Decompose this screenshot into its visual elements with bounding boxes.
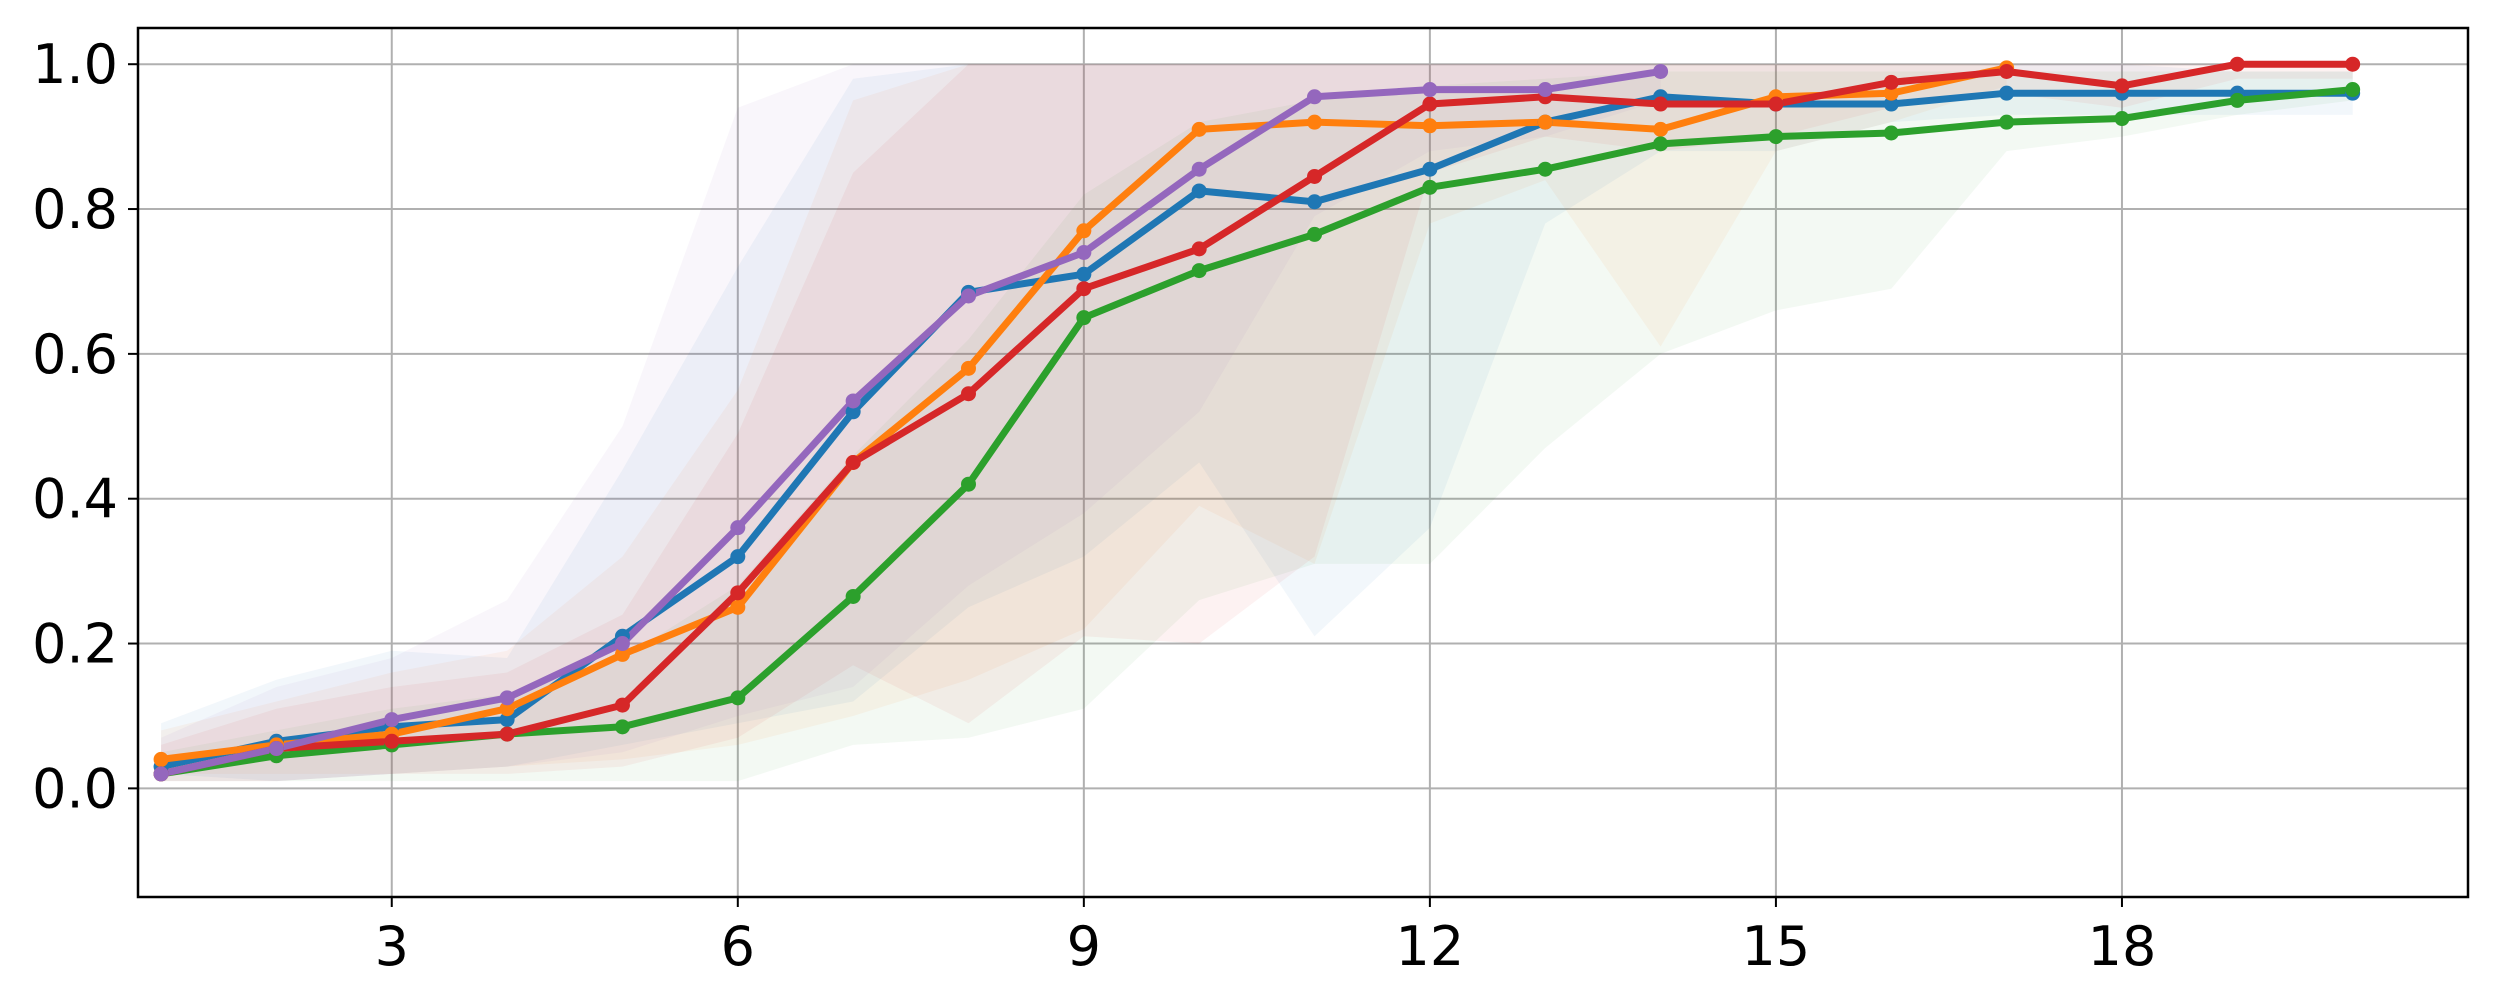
x-tick-label: 12 xyxy=(1396,915,1465,978)
series-5-point xyxy=(730,520,746,536)
series-3-band xyxy=(161,71,2353,782)
x-axis-ticks: 3 6 9 12 15 18 xyxy=(375,897,2157,978)
y-tick-label: 0.2 xyxy=(32,613,118,676)
series-3-point xyxy=(1422,179,1438,195)
x-tick-label: 3 xyxy=(375,915,409,978)
series-2-point xyxy=(1653,121,1669,137)
series-2-band xyxy=(161,64,2007,774)
series-4-point xyxy=(845,455,861,470)
series-2-point xyxy=(1537,114,1553,130)
series-5-point xyxy=(384,712,400,728)
series-5-line xyxy=(157,68,1665,778)
series-4-point xyxy=(1768,96,1784,112)
series-4-point xyxy=(2229,56,2245,72)
series-3-point xyxy=(1653,136,1669,152)
series-5-point xyxy=(268,741,284,757)
series-5-point xyxy=(845,393,861,409)
series-2-point xyxy=(960,360,976,376)
series-2-point xyxy=(153,751,169,767)
series-markers xyxy=(153,56,2361,782)
series-3-point xyxy=(1076,310,1092,326)
series-1-point xyxy=(845,404,861,420)
y-tick-label: 0.0 xyxy=(32,757,118,820)
series-4-band xyxy=(161,64,2353,782)
series-4-point xyxy=(1307,168,1323,184)
series-3-point xyxy=(614,719,630,735)
series-3-point xyxy=(2114,111,2130,127)
series-5-point xyxy=(1307,89,1323,105)
series-2-point xyxy=(1422,118,1438,134)
series-4-point xyxy=(499,726,515,742)
series-4-point xyxy=(960,386,976,402)
series-2-point xyxy=(1076,223,1092,239)
series-4-point xyxy=(2345,56,2361,72)
series-1-point xyxy=(1422,161,1438,177)
series-1-point xyxy=(499,712,515,728)
series-5-point xyxy=(960,288,976,304)
series-3-point xyxy=(730,690,746,706)
series-5-point xyxy=(1422,82,1438,98)
series-4-point xyxy=(384,733,400,749)
x-tick-label: 18 xyxy=(2088,915,2157,978)
x-tick-label: 9 xyxy=(1067,915,1101,978)
series-5-point xyxy=(1076,244,1092,260)
plot-frame xyxy=(136,26,2470,899)
series-2-point xyxy=(499,701,515,717)
series-3-line xyxy=(157,86,2357,778)
series-4-point xyxy=(2114,78,2130,94)
series-4-point xyxy=(1191,241,1207,257)
series-3-point xyxy=(1191,263,1207,279)
series-4-point xyxy=(730,585,746,601)
series-4-line xyxy=(157,60,2357,778)
series-4-point xyxy=(1422,96,1438,112)
series-5-point xyxy=(153,766,169,782)
series-3-point xyxy=(1883,125,1899,141)
series-4-point xyxy=(1653,96,1669,112)
y-tick-label: 0.4 xyxy=(32,468,118,531)
series-2-point xyxy=(614,646,630,662)
series-3-point xyxy=(1768,129,1784,145)
series-3-point xyxy=(1999,114,2015,130)
series-1-line xyxy=(157,89,2357,771)
series-1-point xyxy=(730,549,746,565)
series-3-point xyxy=(2345,82,2361,98)
series-2-point xyxy=(1191,121,1207,137)
series-4-point xyxy=(614,697,630,713)
series-3-point xyxy=(1537,161,1553,177)
x-tick-label: 6 xyxy=(721,915,755,978)
series-5-point xyxy=(1191,161,1207,177)
x-tick-label: 15 xyxy=(1742,915,1811,978)
series-1-point xyxy=(1191,183,1207,199)
series-1-point xyxy=(1307,194,1323,210)
confidence-bands xyxy=(161,64,2353,782)
series-5-point xyxy=(1653,63,1669,79)
series-5-point xyxy=(499,690,515,706)
grid-lines xyxy=(138,28,2468,897)
series-5-point xyxy=(1537,82,1553,98)
series-5-point xyxy=(614,636,630,652)
y-tick-label: 1.0 xyxy=(32,33,118,96)
series-2-point xyxy=(1883,85,1899,101)
series-4-point xyxy=(1999,63,2015,79)
y-tick-label: 0.6 xyxy=(32,323,118,386)
series-3-point xyxy=(2229,92,2245,108)
series-1-point xyxy=(1883,96,1899,112)
y-axis-ticks: 0.0 0.2 0.4 0.6 0.8 1.0 xyxy=(32,33,138,820)
series-1-point xyxy=(1999,85,2015,101)
series-1-band xyxy=(161,64,2353,782)
series-2-point xyxy=(1307,114,1323,130)
series-3-point xyxy=(1307,226,1323,242)
series-3-point xyxy=(845,588,861,604)
y-tick-label: 0.8 xyxy=(32,178,118,241)
series-1-point xyxy=(1076,266,1092,282)
series-2-point xyxy=(730,599,746,615)
series-4-point xyxy=(1883,74,1899,90)
series-4-point xyxy=(1076,281,1092,297)
series-3-point xyxy=(960,476,976,492)
